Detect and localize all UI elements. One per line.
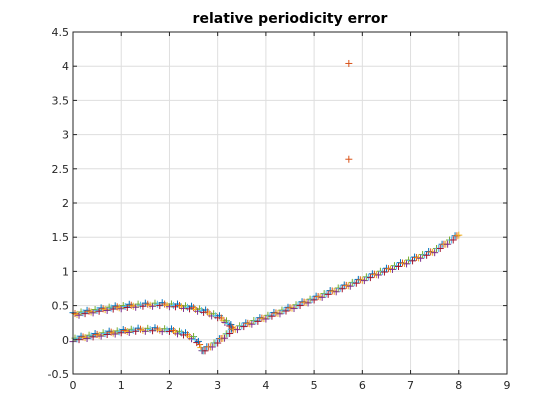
series-2-point-marker [282, 307, 290, 315]
series-2-point-marker [449, 236, 457, 244]
series-2-point-marker [423, 251, 431, 259]
series-2-point-marker [395, 262, 402, 270]
series-2-point-marker [233, 326, 241, 334]
y-tick-label: 1 [62, 265, 69, 278]
series-2-point-marker [455, 231, 463, 239]
series-2-point-marker [409, 257, 417, 265]
series-2-point-marker [417, 254, 425, 262]
y-tick-label: 3.5 [52, 94, 70, 107]
series-2-point-marker [248, 320, 256, 328]
x-tick-label: 8 [455, 379, 462, 392]
x-tick-label: 2 [166, 379, 173, 392]
outlier-point-marker [345, 155, 353, 163]
chart-title: relative periodicity error [193, 11, 388, 27]
y-tick-label: 4 [62, 60, 69, 73]
series-2-point-marker [444, 240, 452, 248]
series-2-point-marker [290, 305, 298, 313]
series-2-point-marker [254, 317, 262, 325]
series-0-point-marker [221, 318, 229, 326]
x-tick-label: 5 [311, 379, 318, 392]
series-2-point-marker [436, 244, 444, 252]
x-tick-label: 3 [214, 379, 221, 392]
series-2-point-marker [208, 343, 216, 351]
y-tick-label: 2.5 [52, 163, 70, 176]
series-2-point-marker [338, 285, 346, 293]
y-tick-label: -0.5 [48, 368, 69, 381]
series-2-point-marker [214, 339, 222, 347]
series-2-point-marker [380, 268, 388, 276]
data-marks [69, 59, 463, 355]
y-tick-label: 0.5 [52, 300, 70, 313]
series-2-point-marker [318, 293, 326, 301]
x-tick-label: 4 [262, 379, 269, 392]
series-2-point-marker [360, 277, 368, 285]
y-tick-label: 0 [62, 334, 69, 347]
series-2-point-marker [310, 296, 318, 304]
series-1-point-marker [190, 333, 198, 341]
axis-ticks: 0 1 2 3 4 5 6 7 8 9-0.500.511.522.533.544.5 [48, 26, 511, 392]
series-2-point-marker [276, 310, 284, 318]
series-2-point-marker [262, 315, 270, 323]
series-2-point-marker [304, 299, 312, 307]
x-tick-label: 9 [504, 379, 511, 392]
y-tick-label: 3 [62, 129, 69, 142]
series-1-point-marker [194, 337, 202, 345]
grid-lines [72, 31, 508, 375]
x-tick-label: 6 [359, 379, 366, 392]
series-2-point-marker [296, 302, 304, 310]
series-2-point-marker [388, 265, 396, 273]
series-2-point-marker [324, 290, 332, 298]
series-2-point-marker [346, 282, 354, 290]
x-tick-label: 7 [407, 379, 414, 392]
series-2-point-marker [352, 279, 360, 287]
series-2-point-marker [431, 249, 439, 257]
series-2-point-marker [221, 334, 229, 342]
series-2-point-marker [332, 288, 340, 296]
series-2-point-marker [374, 271, 382, 279]
y-tick-label: 4.5 [52, 26, 70, 39]
outlier-point-marker [345, 59, 353, 67]
series-2-point-marker [240, 323, 248, 331]
series-1-point-marker [196, 341, 204, 349]
y-tick-label: 1.5 [52, 231, 70, 244]
series-2-point-marker [268, 312, 276, 320]
x-tick-label: 0 [70, 379, 77, 392]
y-tick-label: 2 [62, 197, 69, 210]
series-2-point-marker [226, 329, 234, 337]
x-tick-label: 1 [118, 379, 125, 392]
series-2-point-marker [366, 274, 374, 282]
series-2-point-marker [201, 347, 209, 355]
series-2-point-marker [403, 260, 411, 268]
